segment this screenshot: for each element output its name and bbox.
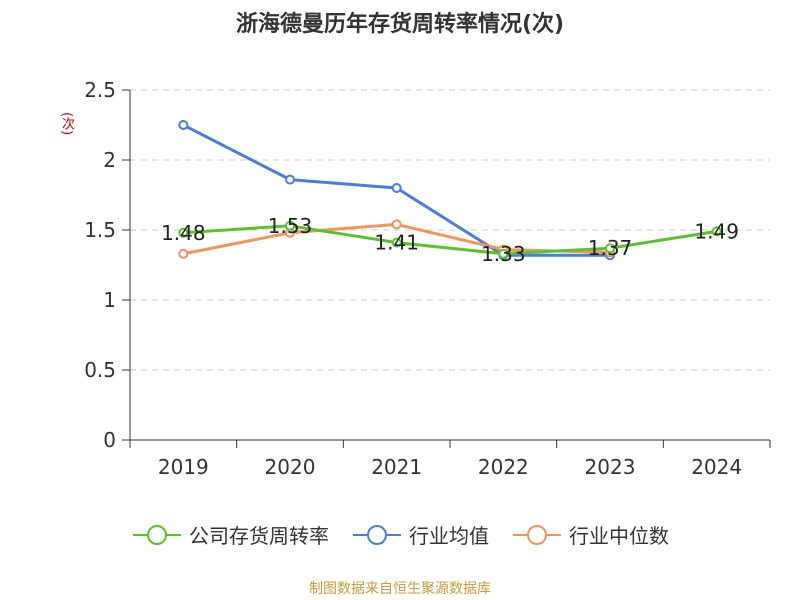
data-label: 1.37 xyxy=(588,236,633,260)
grid-lines xyxy=(130,89,770,371)
y-tick-label: 1.5 xyxy=(84,218,116,242)
y-tick-label: 2.5 xyxy=(84,78,116,102)
legend-swatch-icon xyxy=(353,524,401,545)
legend-item: 行业均值 xyxy=(351,520,489,549)
data-label: 1.48 xyxy=(161,221,206,245)
x-tick-label: 2020 xyxy=(265,455,316,479)
x-tick-label: 2024 xyxy=(691,455,742,479)
data-label: 1.53 xyxy=(268,214,313,238)
legend-label: 行业中位数 xyxy=(569,524,669,548)
chart-title: 浙海德曼历年存货周转率情况(次) xyxy=(235,12,565,37)
data-point xyxy=(285,220,295,231)
y-axis-unit-label: (次) xyxy=(59,112,74,136)
legend-swatch-icon xyxy=(513,524,561,545)
y-tick-label: 0.5 xyxy=(84,358,116,382)
x-tick-label: 2023 xyxy=(585,455,636,479)
data-label: 1.41 xyxy=(374,231,419,255)
legend-label: 公司存货周转率 xyxy=(189,524,329,548)
y-tick-label: 0 xyxy=(103,428,116,452)
legend: 公司存货周转率 行业均值 行业中位数 xyxy=(0,520,800,549)
legend-label: 行业均值 xyxy=(409,524,489,548)
x-tick-label: 2022 xyxy=(478,455,529,479)
data-point xyxy=(391,237,402,248)
data-labels: 1.48 1.53 1.41 1.33 1.37 1.49 xyxy=(161,214,739,266)
data-point xyxy=(391,183,402,193)
source-note: 制图数据来自恒生聚源数据库 xyxy=(309,581,491,597)
y-tick-label: 1 xyxy=(103,288,116,312)
legend-item: 公司存货周转率 xyxy=(131,520,329,549)
axes: 0 0.5 1 1.5 2 2.5 2019 2020 2021 2022 2023 2024 xyxy=(84,78,771,479)
data-point xyxy=(178,248,189,259)
y-tick-label: 2 xyxy=(103,148,116,172)
data-label: 1.49 xyxy=(694,219,739,243)
data-label: 1.33 xyxy=(481,242,526,266)
data-point xyxy=(391,219,402,230)
data-point xyxy=(178,227,189,238)
series-lines xyxy=(178,120,722,261)
x-tick-label: 2021 xyxy=(371,455,422,479)
data-point xyxy=(178,120,189,130)
series-line xyxy=(183,224,717,256)
data-point xyxy=(498,248,509,259)
legend-item: 行业中位数 xyxy=(511,520,669,549)
legend-swatch-icon xyxy=(133,524,181,545)
data-point xyxy=(711,226,722,237)
data-point xyxy=(605,243,615,254)
data-point xyxy=(285,174,295,185)
x-tick-label: 2019 xyxy=(158,455,209,479)
